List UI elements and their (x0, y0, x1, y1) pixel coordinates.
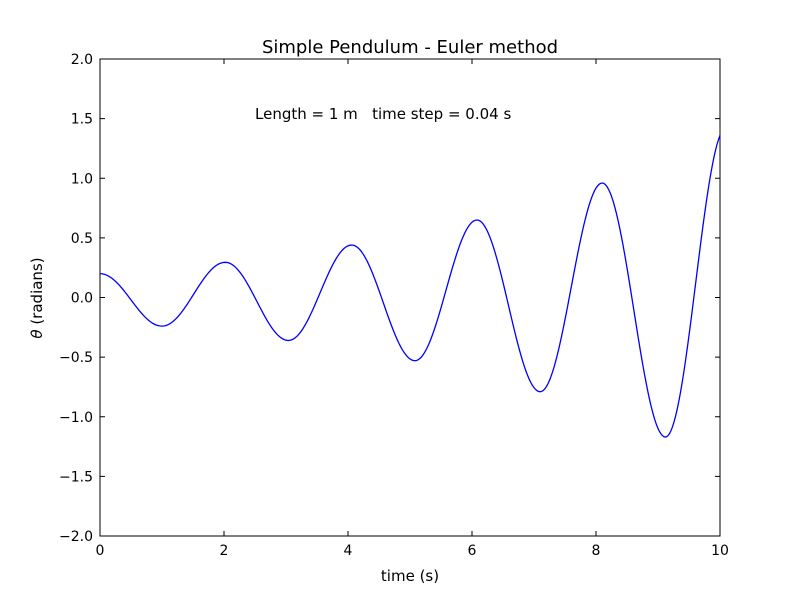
plot-frame (99, 58, 721, 537)
x-tick-label: 8 (592, 543, 601, 559)
x-tick-label: 2 (220, 543, 229, 559)
y-tick-label: 0.0 (71, 291, 93, 307)
y-axis-label: θ (radians) (28, 257, 46, 338)
y-tick-label: 2.0 (71, 52, 93, 68)
y-tick-label: −1.5 (59, 469, 93, 485)
chart-annotation: Length = 1 m time step = 0.04 s (255, 105, 511, 123)
y-axis-label-text: (radians) (28, 257, 46, 329)
y-axis-label-symbol: θ (28, 329, 46, 338)
y-tick-label: 0.5 (71, 231, 93, 247)
axis-ticks (99, 58, 721, 537)
x-axis-label: time (s) (381, 567, 439, 585)
y-tick-label: −1.0 (59, 410, 93, 426)
y-tick-label: −2.0 (59, 529, 93, 545)
y-tick-label: 1.5 (71, 112, 93, 128)
chart-title: Simple Pendulum - Euler method (262, 37, 558, 58)
y-tick-label: 1.0 (71, 171, 93, 187)
x-tick-label: 0 (96, 543, 105, 559)
x-tick-label: 4 (344, 543, 353, 559)
y-tick-label: −0.5 (59, 350, 93, 366)
x-tick-label: 10 (711, 543, 729, 559)
x-tick-label: 6 (468, 543, 477, 559)
theta-series-line (99, 135, 721, 438)
y-tick-labels: −2.0 −1.5 −1.0 −0.5 0.0 0.5 1.0 1.5 2.0 (59, 52, 93, 545)
x-tick-labels: 0 2 4 6 8 10 (96, 543, 729, 559)
